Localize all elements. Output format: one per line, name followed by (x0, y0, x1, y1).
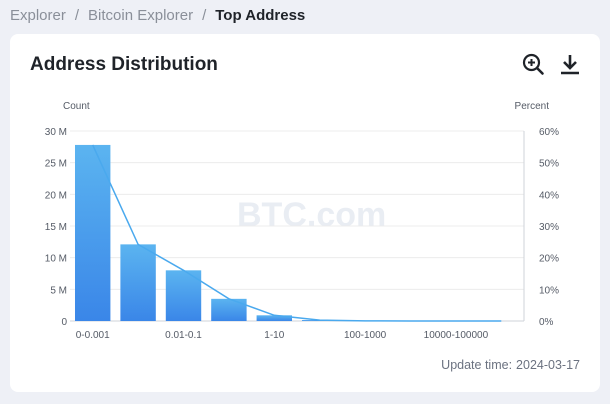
bars (74, 144, 338, 321)
address-distribution-card: Address Distribution BTC.com 0 0% 5 M 10% 10… (10, 34, 600, 392)
right-tick-label: 0% (539, 317, 554, 328)
left-tick-label: 5 M (50, 285, 67, 296)
update-time-label: Update time: (441, 358, 513, 372)
breadcrumb: Explorer / Bitcoin Explorer / Top Address (10, 7, 305, 24)
watermark: BTC.com (237, 196, 386, 234)
breadcrumb-separator: / (202, 7, 207, 24)
right-axis-title: Percent (515, 101, 550, 112)
breadcrumb-item-bitcoin-explorer[interactable]: Bitcoin Explorer (88, 7, 194, 24)
x-tick-label: 0.01-0.1 (165, 330, 202, 341)
left-tick-label: 30 M (45, 127, 67, 138)
left-tick-label: 15 M (45, 222, 67, 233)
left-tick-label: 0 (61, 317, 67, 328)
percent-line (92, 144, 502, 322)
download-button[interactable] (558, 52, 582, 76)
distribution-chart: BTC.com 0 0% 5 M 10% 10 M 20% 15 M 30% 20 M 40% 25… (45, 101, 559, 341)
update-time-value: 2024-03-17 (516, 358, 580, 372)
breadcrumb-item-top-address: Top Address (215, 7, 306, 24)
right-tick-label: 30% (539, 222, 559, 233)
right-tick-label: 50% (539, 159, 559, 170)
bar (211, 298, 247, 321)
download-icon (561, 55, 579, 75)
percent-series-line (92, 144, 502, 322)
left-tick-label: 10 M (45, 254, 67, 265)
x-tick-label: 1-10 (264, 330, 284, 341)
card-title: Address Distribution (30, 54, 218, 75)
left-axis-title: Count (63, 101, 90, 112)
right-tick-label: 40% (539, 190, 559, 201)
bar (120, 244, 156, 321)
zoom-in-icon (522, 53, 544, 75)
x-tick-label: 10000-100000 (424, 330, 489, 341)
bar (256, 315, 293, 321)
bar (74, 144, 111, 321)
x-tick-label: 0-0.001 (76, 330, 110, 341)
breadcrumb-separator: / (74, 7, 80, 24)
zoom-in-button[interactable] (521, 52, 545, 76)
right-tick-label: 20% (539, 254, 559, 265)
breadcrumb-item-explorer[interactable]: Explorer (10, 7, 66, 24)
bar (165, 270, 202, 321)
axes: 0 0% 5 M 10% 10 M 20% 15 M 30% 20 M 40% 25 M 50% 30 … (45, 101, 559, 341)
left-tick-label: 20 M (45, 190, 67, 201)
right-tick-label: 10% (539, 285, 559, 296)
x-tick-label: 100-1000 (344, 330, 387, 341)
update-time: Update time: 2024-03-17 (437, 358, 580, 372)
right-tick-label: 60% (539, 127, 559, 138)
left-tick-label: 25 M (45, 159, 67, 170)
